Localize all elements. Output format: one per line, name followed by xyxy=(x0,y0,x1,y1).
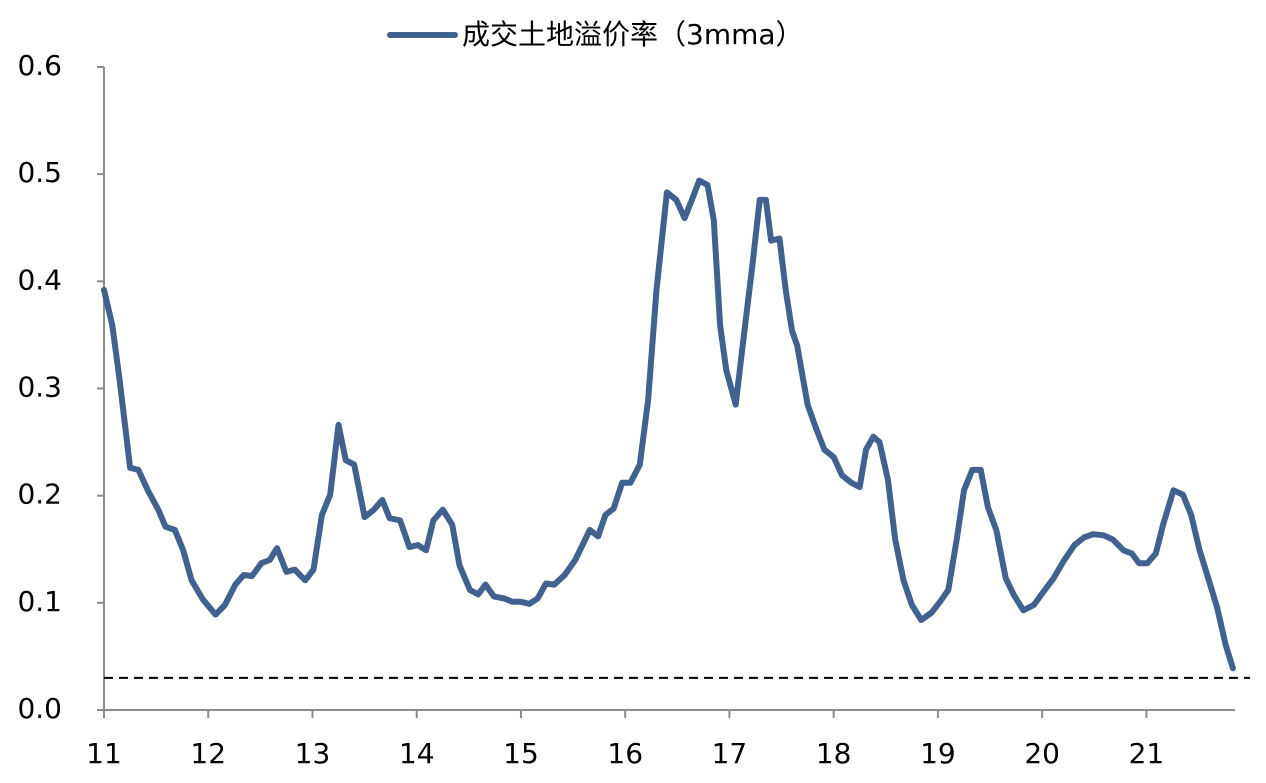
y-tick-label: 0.6 xyxy=(17,49,62,82)
x-tick-label: 16 xyxy=(607,737,643,770)
y-tick-label: 0.3 xyxy=(17,371,62,404)
y-tick-label: 0.4 xyxy=(17,263,62,296)
x-tick-label: 14 xyxy=(399,737,435,770)
data-line xyxy=(101,177,1236,672)
x-tick-label: 13 xyxy=(295,737,331,770)
y-tick-label: 0.5 xyxy=(17,156,62,189)
x-tick-label: 18 xyxy=(816,737,852,770)
x-tick-label: 17 xyxy=(712,737,748,770)
x-tick-label: 11 xyxy=(86,737,122,770)
x-tick-label: 12 xyxy=(190,737,226,770)
x-tick-label: 19 xyxy=(920,737,956,770)
y-tick-label: 0.0 xyxy=(17,692,62,725)
y-tick-label: 0.1 xyxy=(17,585,62,618)
legend-label: 成交土地溢价率（3mma） xyxy=(462,18,804,51)
x-tick-label: 21 xyxy=(1129,737,1165,770)
y-tick-label: 0.2 xyxy=(17,478,62,511)
x-tick-label: 20 xyxy=(1024,737,1060,770)
x-tick-label: 15 xyxy=(503,737,539,770)
